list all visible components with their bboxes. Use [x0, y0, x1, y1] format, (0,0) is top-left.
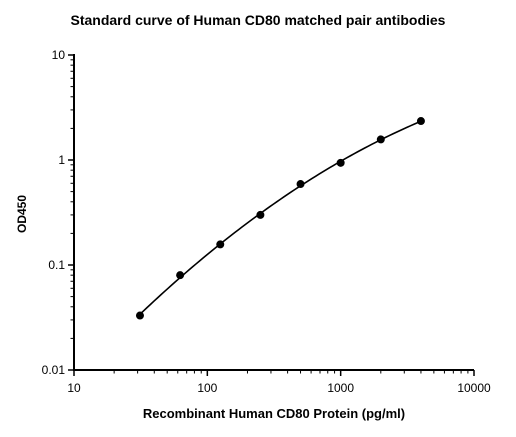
- y-tick-label: 1: [58, 153, 65, 167]
- data-point: [135, 311, 144, 320]
- y-tick-label: 10: [52, 48, 66, 62]
- x-axis-label: Recombinant Human CD80 Protein (pg/ml): [142, 406, 406, 421]
- data-point: [296, 180, 305, 189]
- y-tick-label: 0.1: [48, 258, 65, 272]
- data-point: [176, 271, 185, 280]
- data-point: [256, 210, 265, 219]
- data-point: [416, 117, 425, 126]
- data-point: [336, 158, 345, 167]
- y-tick-label: 0.01: [42, 363, 66, 377]
- data-point: [376, 135, 385, 144]
- x-tick-label: 100: [197, 381, 217, 395]
- data-point: [216, 240, 225, 249]
- x-tick-label: 10: [67, 381, 81, 395]
- fit-curve: [139, 120, 422, 315]
- x-tick-label: 1000: [327, 381, 354, 395]
- chart-title: Standard curve of Human CD80 matched pai…: [70, 12, 446, 28]
- x-tick-label: 10000: [457, 381, 491, 395]
